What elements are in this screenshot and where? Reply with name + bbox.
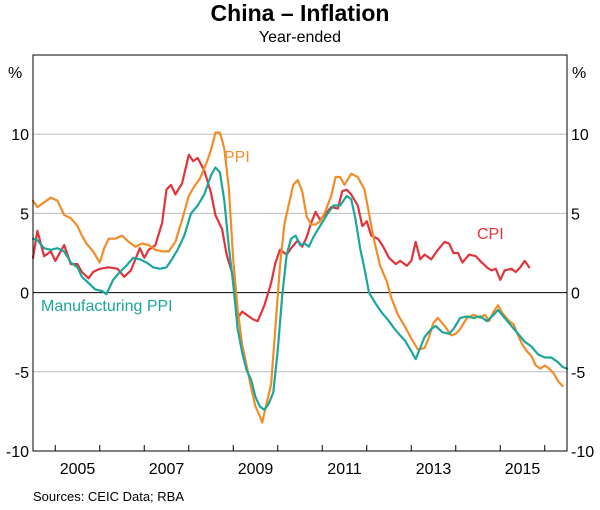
- y-unit-left: %: [8, 65, 22, 82]
- series-lines: [31, 131, 569, 424]
- y-tick-label-left: 0: [20, 286, 29, 303]
- y-tick-label-left: -10: [6, 444, 29, 461]
- label-ppi: PPI: [224, 149, 250, 166]
- gridlines: [33, 133, 567, 452]
- x-tick-label: 2007: [149, 461, 185, 478]
- y-tick-label-right: 5: [571, 206, 580, 223]
- y-unit-right: %: [572, 65, 586, 82]
- y-tick-label-left: 5: [20, 206, 29, 223]
- series-line-manufacturing-ppi: [31, 166, 569, 411]
- series-line-ppi: [31, 131, 564, 424]
- x-axis-ticks: [54, 445, 546, 451]
- y-tick-label-right: -10: [571, 444, 594, 461]
- y-axis-right-labels: 10 5 0 -5 -10: [571, 127, 594, 461]
- x-tick-label: 2009: [238, 461, 274, 478]
- x-tick-label: 2015: [505, 461, 541, 478]
- x-tick-label: 2013: [416, 461, 452, 478]
- y-tick-label-left: 10: [11, 127, 29, 144]
- label-manufacturing-ppi: Manufacturing PPI: [41, 298, 173, 315]
- source-note: Sources: CEIC Data; RBA: [33, 489, 184, 504]
- y-tick-label-right: 10: [571, 127, 589, 144]
- y-tick-label-right: -5: [571, 365, 585, 382]
- y-axis-left-labels: 10 5 0 -5 -10: [6, 127, 29, 461]
- y-tick-label-right: 0: [571, 286, 580, 303]
- chart-subtitle: Year-ended: [258, 29, 342, 46]
- plot-frame: [32, 54, 568, 452]
- x-tick-label: 2005: [60, 461, 96, 478]
- x-tick-label: 2011: [327, 461, 362, 478]
- x-axis-labels: 2005 2007 2009 2011 2013 2015: [60, 461, 541, 478]
- label-cpi: CPI: [477, 226, 504, 243]
- chart-title: China – Inflation: [210, 0, 390, 26]
- y-tick-label-left: -5: [15, 365, 29, 382]
